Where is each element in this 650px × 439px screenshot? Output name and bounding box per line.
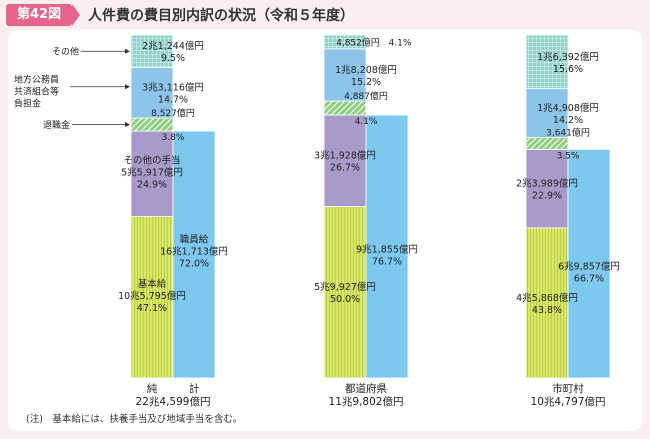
column-total-2: 10兆4,797億円 [531,395,606,408]
label-amount-taishokukin-1: 4,887億円 [344,90,388,102]
label-amount-shokuinkyu-2: 6兆9,857億円 [558,261,620,273]
label-amount-sonota-0: 2兆1,244億円 [142,40,204,52]
label-percent-sonota-teate-2: 22.9% [532,191,562,202]
label-percent-kihonkyu-0: 47.1% [137,303,167,314]
bar-segment-shokuinkyu-0 [172,130,216,379]
column-total-0: 22兆4,599億円 [136,395,211,408]
annotation-sonota: その他 [52,46,79,58]
label-percent-sonota-1: 4.1% [389,38,412,48]
label-amount-taishokukin-2: 3,641億円 [546,126,590,138]
label-amount-shokuinkyu-0: 16兆1,713億円 [160,246,228,258]
label-amount-sonota-teate-1: 3兆1,928億円 [314,150,376,162]
label-name-sonota-teate-0: その他の手当 [123,155,180,167]
annotation-kyosai-line-2: 負担金 [14,98,41,110]
label-amount-sonota-teate-2: 2兆3,989億円 [516,178,578,190]
bar-segment-sonota-teate-1 [323,114,367,207]
label-percent-sonota-2: 15.6% [553,64,583,75]
chart-panel: 基本給 10兆5,795億円 47.1% その他の手当 5兆5,917億円 24.9% 8,… [8,30,642,431]
bar-segment-kyosai-futankin-1 [323,48,367,102]
label-percent-kyosai-futankin-0: 14.7% [158,95,188,106]
label-percent-taishokukin-0: 3.8% [162,133,185,143]
bar-segment-kihonkyu-0 [130,216,174,379]
annotation-kyosai-line-0: 地方公務員 [14,74,59,86]
label-percent-shokuinkyu-2: 66.7% [574,274,604,285]
bar-segment-taishokukin-1 [323,100,367,116]
label-percent-kyosai-futankin-1: 15.2% [351,77,381,88]
bar-segment-shokuinkyu-1 [365,114,409,379]
figure-title: 人件費の費目別内訳の状況（令和５年度） [88,8,354,24]
bar-segment-sonota-teate-0 [130,130,174,217]
column-name-1: 都道府県 [345,382,387,395]
bar-segment-taishokukin-0 [130,117,174,132]
badge-arrow [72,4,80,26]
label-amount-sonota-2: 1兆6,392億円 [537,51,599,63]
annotation-kyosai-arrowhead [125,84,130,90]
label-amount-sonota-1: 4,852億円 [336,36,380,48]
label-percent-taishokukin-1: 4.1% [355,117,378,127]
annotation-sonota-arrowhead [125,48,130,54]
annotation-kyosai-line-1: 共済組合等 [14,86,59,98]
label-amount-taishokukin-0: 8,527億円 [151,107,195,119]
bar-segment-sonota-teate-2 [525,148,569,229]
label-percent-shokuinkyu-0: 72.0% [179,259,209,270]
bar-segment-kihonkyu-1 [323,206,367,379]
label-percent-sonota-teate-1: 26.7% [330,163,360,174]
label-amount-kihonkyu-0: 10兆5,795億円 [118,290,186,302]
label-percent-kyosai-futankin-2: 14.2% [553,115,583,126]
label-amount-shokuinkyu-1: 9兆1,855億円 [356,244,418,256]
bar-segment-taishokukin-2 [525,137,569,150]
label-percent-shokuinkyu-1: 76.7% [372,257,402,268]
label-percent-sonota-teate-0: 24.9% [137,180,167,191]
column-name-2: 市町村 [552,382,584,395]
label-amount-sonota-teate-0: 5兆5,917億円 [121,167,183,179]
label-amount-kyosai-futankin-0: 3兆3,116億円 [142,82,204,94]
column-total-1: 11兆9,802億円 [329,395,404,408]
bar-segment-kyosai-futankin-2 [525,88,569,138]
label-percent-kihonkyu-1: 50.0% [330,294,360,305]
label-amount-kyosai-futankin-1: 1兆8,208億円 [335,64,397,76]
label-amount-kihonkyu-1: 5兆9,927億円 [314,281,376,293]
column-name-right-0: 計 [189,382,200,395]
label-amount-kihonkyu-2: 4兆5,868億円 [516,292,578,304]
label-percent-sonota-0: 9.5% [161,53,185,64]
annotation-taishokukin-arrowhead [125,122,130,128]
annotation-taishokukin: 退職金 [43,119,70,131]
column-name-left-0: 純 [147,382,158,395]
bar-segment-sonota-2 [525,34,569,90]
bar-segment-sonota-1 [323,34,367,50]
label-amount-kyosai-futankin-2: 1兆4,908億円 [537,102,599,114]
figure-number-badge: 第42図 [6,4,72,26]
label-name-kihonkyu-0: 基本給 [138,278,167,290]
bar-segment-sonota-0 [130,34,174,68]
label-percent-kihonkyu-2: 43.8% [532,305,562,316]
label-percent-taishokukin-2: 3.5% [557,151,580,161]
label-name-shokuinkyu-0: 職員給 [180,234,209,246]
figure-header: 第42図 人件費の費目別内訳の状況（令和５年度） [0,0,650,30]
bar-segment-shokuinkyu-2 [567,148,611,379]
footnote: (注) 基本給には、扶養手当及び地域手当を含む。 [26,413,242,425]
